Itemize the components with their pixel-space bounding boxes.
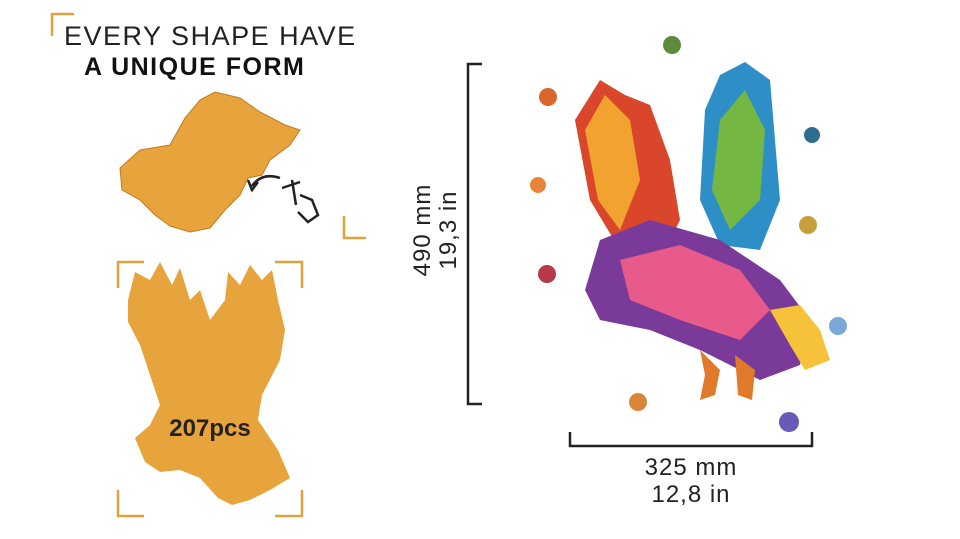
corner-bracket — [116, 490, 144, 518]
corner-bracket — [50, 12, 74, 36]
puzzle-eagle-image — [530, 36, 847, 432]
corner-bracket — [275, 490, 304, 518]
headline: EVERY SHAPE HAVE — [64, 21, 357, 51]
width-in: 12,8 in — [651, 481, 730, 508]
height-mm: 490 mm — [409, 184, 436, 277]
puzzle-piece-cluster — [119, 91, 301, 233]
eagle-silhouette — [128, 262, 290, 505]
corner-bracket — [275, 260, 304, 288]
width-mm: 325 mm — [645, 454, 738, 481]
headline-bold: A UNIQUE FORM — [84, 53, 305, 81]
arrow-head — [246, 179, 259, 193]
corner-bracket — [342, 216, 366, 240]
arrow — [250, 175, 281, 187]
corner-bracket — [116, 260, 144, 288]
height-dimension-line — [466, 62, 482, 406]
hand-icon — [281, 179, 320, 224]
height-in: 19,3 in — [435, 190, 462, 269]
width-dimension-line — [568, 432, 814, 448]
piece-count: 207pcs — [169, 415, 250, 442]
